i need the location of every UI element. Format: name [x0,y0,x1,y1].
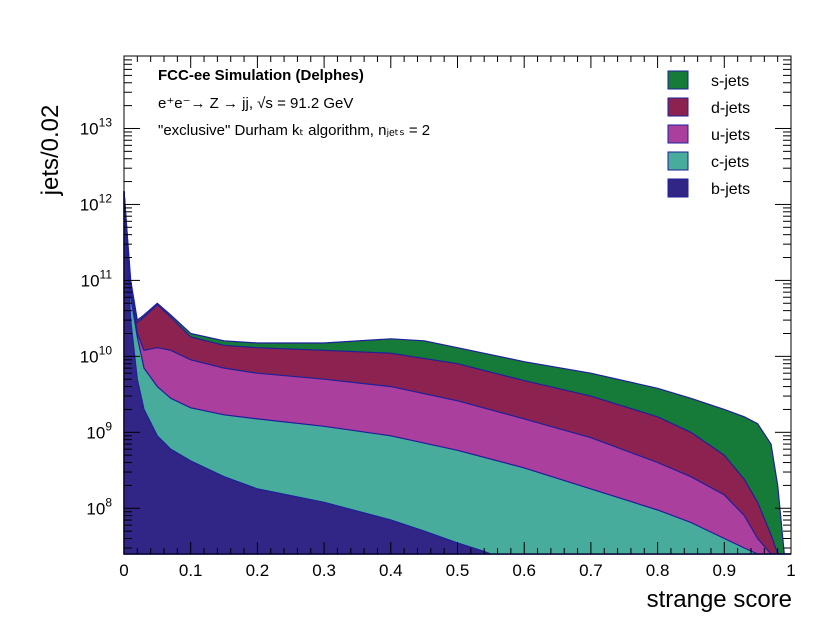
y-axis: 108 109 1010 1011 1012 1013 [80,55,791,549]
x-tick-label: 0.2 [246,561,270,580]
annotation-algorithm: "exclusive" Durham kₜ algorithm, nⱼₑₜₛ =… [158,122,430,139]
x-tick-label: 0.5 [446,561,470,580]
x-tick-label: 0.4 [379,561,403,580]
y-tick-label: 1011 [81,267,113,290]
legend-label-b-jets: b-jets [711,181,750,198]
x-tick-label: 0.1 [179,561,203,580]
legend-swatch-b-jets [667,178,689,198]
y-axis-title: jets/0.02 [37,105,64,197]
legend-swatch-u-jets [667,124,689,144]
x-tick-label: 0.3 [312,561,336,580]
y-tick-label: 109 [86,419,112,442]
x-tick-label: 0 [119,561,128,580]
legend-label-d-jets: d-jets [711,100,750,117]
legend: s-jets d-jets u-jets c-jets b-jets [667,70,750,198]
x-tick-label: 1 [786,561,795,580]
y-tick-label: 108 [86,495,112,518]
annotation-block: FCC-ee Simulation (Delphes) e⁺e⁻→ Z → jj… [158,67,430,139]
y-tick-label: 1012 [80,191,113,214]
x-tick-label: 0.7 [579,561,603,580]
x-tick-label: 0.9 [712,561,736,580]
x-tick-label: 0.6 [512,561,536,580]
y-tick-label: 1013 [80,115,113,138]
legend-label-c-jets: c-jets [711,154,749,171]
legend-swatch-d-jets [667,97,689,117]
legend-swatch-s-jets [667,70,689,90]
y-tick-label: 1010 [80,343,113,366]
annotation-title: FCC-ee Simulation (Delphes) [158,67,364,84]
legend-swatch-c-jets [667,151,689,171]
x-axis: 0 0.1 0.2 0.3 0.4 0.5 0.6 0.7 0.8 0.9 1 [119,56,796,580]
x-axis-title: strange score [647,586,792,613]
legend-label-s-jets: s-jets [711,73,749,90]
legend-label-u-jets: u-jets [711,127,750,144]
x-tick-label: 0.8 [646,561,670,580]
annotation-process: e⁺e⁻→ Z → jj, √s = 91.2 GeV [158,95,353,112]
